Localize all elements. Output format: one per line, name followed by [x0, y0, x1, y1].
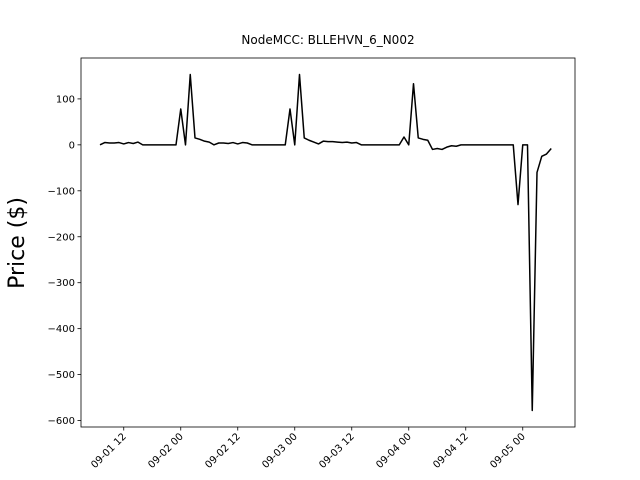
price-line: [99, 73, 552, 412]
y-tick-label: −300: [48, 278, 75, 289]
chart-title: NodeMCC: BLLEHVN_6_N002: [241, 33, 414, 47]
y-tick-label: −600: [48, 416, 75, 427]
y-tick-label: −400: [48, 324, 75, 335]
y-tick-label: 100: [56, 94, 75, 105]
y-tick-label: 0: [69, 140, 75, 151]
axes-frame: [80, 57, 576, 428]
y-tick-label: −500: [48, 370, 75, 381]
y-tick-label: −100: [48, 186, 75, 197]
y-tick-label: −200: [48, 232, 75, 243]
y-axis-label: Price ($): [5, 197, 30, 289]
